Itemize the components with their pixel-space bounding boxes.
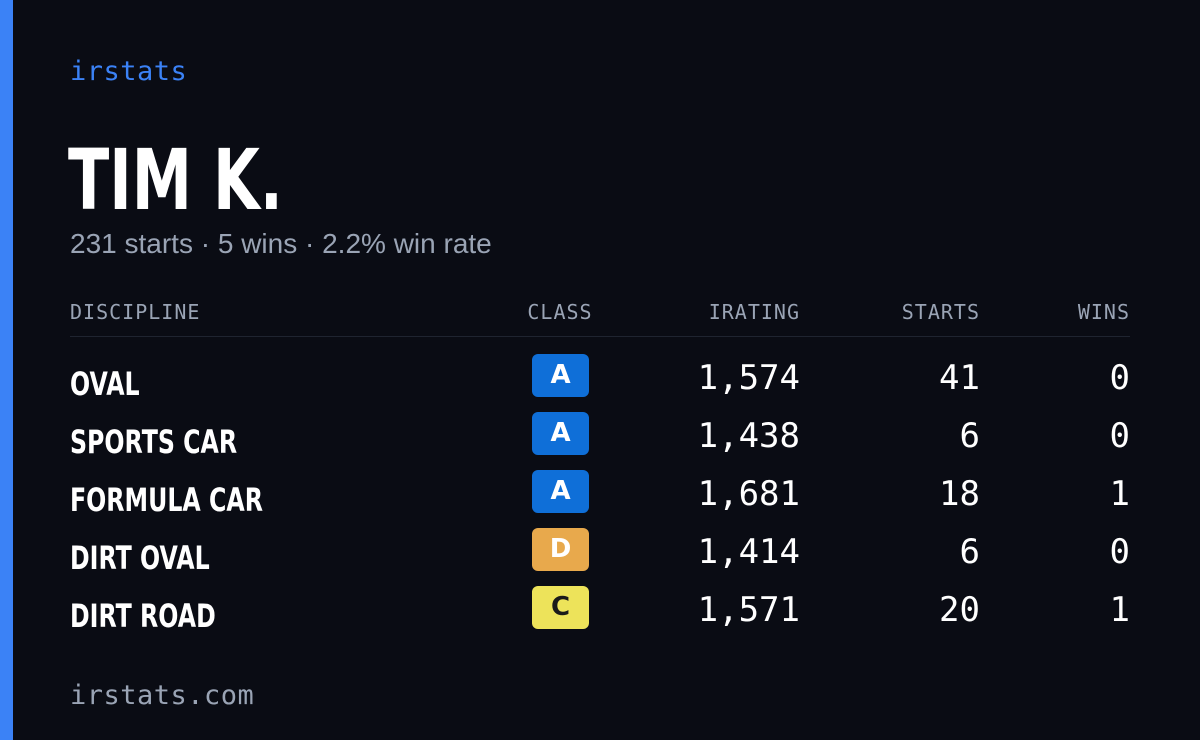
discipline-name: DIRT OVAL (70, 539, 210, 577)
table-row: DIRT OVAL D 1,414 6 0 (70, 524, 1130, 582)
summary-starts: 231 starts (70, 228, 193, 259)
table-row: OVAL A 1,574 41 0 (70, 350, 1130, 408)
wins-value: 0 (1109, 358, 1130, 398)
stats-table: OVAL A 1,574 41 0 SPORTS CAR A 1,438 6 0… (70, 350, 1130, 640)
table-row: FORMULA CAR A 1,681 18 1 (70, 466, 1130, 524)
driver-summary: 231 starts · 5 wins · 2.2% win rate (70, 228, 492, 260)
summary-wins: 5 wins (217, 228, 298, 259)
table-row: DIRT ROAD C 1,571 20 1 (70, 582, 1130, 640)
brand-logo[interactable]: irstats (70, 56, 188, 87)
accent-bar (0, 0, 13, 740)
wins-value: 0 (1109, 416, 1130, 456)
class-badge: C (532, 586, 589, 629)
wins-value: 1 (1109, 590, 1130, 630)
table-header: DISCIPLINE CLASS IRATING STARTS WINS (70, 298, 1130, 337)
header-starts: STARTS (901, 300, 980, 324)
table-row: SPORTS CAR A 1,438 6 0 (70, 408, 1130, 466)
irating-value: 1,571 (697, 590, 800, 630)
class-badge: A (532, 412, 589, 455)
starts-value: 18 (939, 474, 980, 514)
driver-name: TIM K. (68, 131, 283, 229)
starts-value: 6 (959, 416, 980, 456)
discipline-name: OVAL (70, 365, 140, 403)
header-wins: WINS (1077, 300, 1130, 324)
wins-value: 0 (1109, 532, 1130, 572)
wins-value: 1 (1109, 474, 1130, 514)
summary-separator: · (200, 228, 211, 259)
summary-win-rate: 2.2% win rate (322, 228, 492, 259)
irating-value: 1,438 (697, 416, 800, 456)
footer-url[interactable]: irstats.com (70, 680, 255, 711)
irating-value: 1,681 (697, 474, 800, 514)
header-class: CLASS (527, 300, 593, 324)
discipline-name: SPORTS CAR (70, 423, 238, 461)
class-badge: A (532, 354, 589, 397)
discipline-name: DIRT ROAD (70, 597, 216, 635)
irating-value: 1,574 (697, 358, 800, 398)
discipline-name: FORMULA CAR (70, 481, 263, 519)
header-irating: IRATING (708, 300, 800, 324)
irating-value: 1,414 (697, 532, 800, 572)
starts-value: 41 (939, 358, 980, 398)
header-discipline: DISCIPLINE (70, 300, 201, 324)
class-badge: A (532, 470, 589, 513)
class-badge: D (532, 528, 589, 571)
starts-value: 20 (939, 590, 980, 630)
summary-separator: · (305, 228, 315, 259)
starts-value: 6 (959, 532, 980, 572)
